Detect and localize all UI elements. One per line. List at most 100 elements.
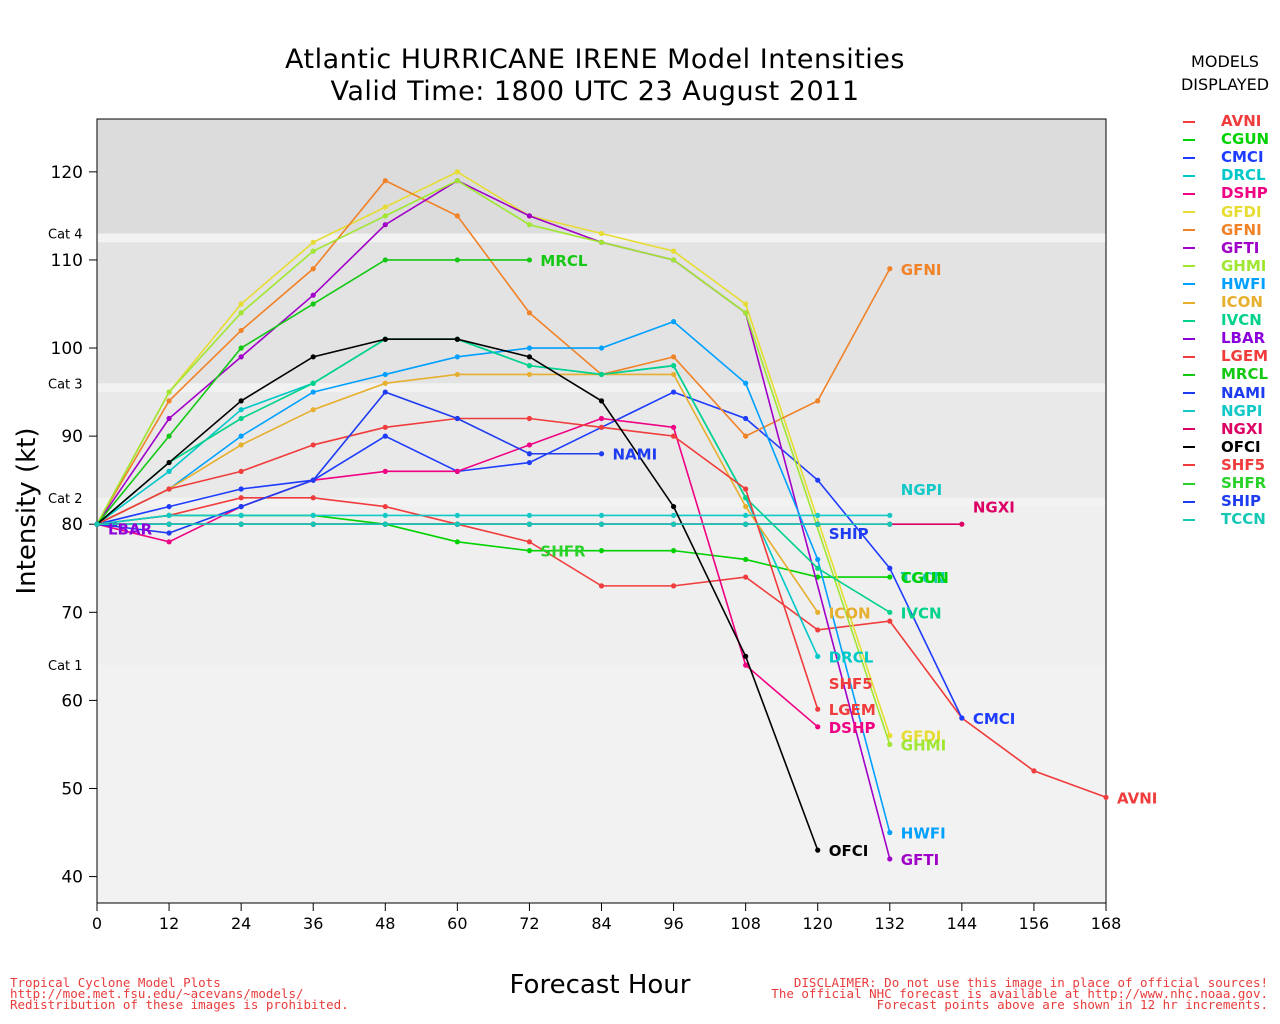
series-point-ngpi bbox=[526, 512, 533, 519]
series-point-ghmi bbox=[454, 178, 460, 184]
series-point-avni bbox=[382, 503, 388, 510]
legend-label: GFTI bbox=[1221, 238, 1260, 257]
series-point-tccn bbox=[94, 521, 100, 527]
footer-right-line: Forecast points above are shown in 12 hr… bbox=[876, 997, 1268, 1012]
legend-swatch bbox=[1183, 410, 1195, 413]
series-point-cmci bbox=[670, 389, 677, 395]
legend-swatch bbox=[1183, 265, 1195, 268]
legend-item-gfni: GFNI bbox=[1183, 221, 1262, 239]
legend-item-tccn: TCCN bbox=[1183, 510, 1266, 528]
series-point-lgem bbox=[815, 706, 821, 712]
series-point-icon bbox=[815, 609, 821, 615]
footer-left-line: http://moe.met.fsu.edu/~acevans/models/ bbox=[10, 986, 304, 1001]
legend-item-cgun: CGUN bbox=[1183, 130, 1269, 148]
series-point-nami bbox=[382, 389, 388, 395]
legend-item-gfti: GFTI bbox=[1183, 239, 1259, 257]
series-point-ivcn bbox=[815, 565, 821, 571]
series-point-ofci bbox=[454, 336, 460, 342]
series-point-icon bbox=[526, 371, 533, 378]
series-point-ivcn bbox=[670, 363, 677, 369]
x-tick-label: 108 bbox=[730, 914, 761, 933]
legend-label: IVCN bbox=[1221, 311, 1262, 330]
legend-label: MRCL bbox=[1221, 365, 1269, 384]
series-point-nami bbox=[166, 530, 172, 536]
series-point-gfdi bbox=[743, 301, 749, 307]
series-point-avni bbox=[1031, 768, 1037, 774]
legend-swatch bbox=[1183, 428, 1195, 431]
series-point-tccn bbox=[670, 521, 677, 527]
end-label-hwfi: HWFI bbox=[901, 825, 946, 843]
legend-label: SHF5 bbox=[1221, 455, 1266, 474]
end-label-ivcn: IVCN bbox=[901, 604, 942, 622]
series-point-cgun bbox=[887, 574, 893, 580]
legend-item-ngxi: NGXI bbox=[1183, 420, 1263, 438]
series-point-lgem bbox=[310, 442, 316, 448]
series-point-tccn bbox=[743, 521, 749, 527]
end-label-gfni: GFNI bbox=[901, 261, 942, 279]
series-point-ivcn bbox=[598, 371, 605, 378]
x-tick-label: 36 bbox=[303, 914, 323, 933]
legend-item-ghmi: GHMI bbox=[1183, 257, 1266, 275]
legend-item-avni: AVNI bbox=[1183, 112, 1261, 130]
series-point-ghmi bbox=[238, 310, 244, 316]
series-point-ngpi bbox=[238, 512, 244, 519]
series-point-ngpi bbox=[743, 512, 749, 519]
series-point-gfni bbox=[815, 398, 821, 404]
x-tick-label: 132 bbox=[875, 914, 906, 933]
series-point-hwfi bbox=[238, 433, 244, 439]
footer-left-line: Tropical Cyclone Model Plots bbox=[10, 975, 221, 990]
series-point-cmci bbox=[166, 503, 172, 510]
x-axis-label: Forecast Hour bbox=[509, 970, 691, 1000]
series-point-gfni bbox=[238, 327, 244, 334]
legend-swatch bbox=[1183, 355, 1195, 358]
series-point-hwfi bbox=[743, 380, 749, 386]
series-point-ngpi bbox=[670, 512, 677, 519]
series-point-ghmi bbox=[310, 248, 316, 254]
end-label-mrcl: MRCL bbox=[540, 252, 587, 270]
series-point-mrcl bbox=[454, 257, 460, 263]
series-point-ghmi bbox=[526, 222, 533, 228]
series-point-ghmi bbox=[670, 257, 677, 263]
series-point-mrcl bbox=[166, 433, 172, 439]
series-point-hwfi bbox=[454, 354, 460, 360]
x-tick-label: 156 bbox=[1019, 914, 1050, 933]
series-point-ivcn bbox=[887, 609, 893, 615]
legend-swatch bbox=[1183, 174, 1195, 177]
series-point-gfdi bbox=[382, 204, 388, 210]
series-point-avni bbox=[815, 627, 821, 633]
series-point-gfni bbox=[310, 266, 316, 272]
chart-title-line1: Atlantic HURRICANE IRENE Model Intensiti… bbox=[285, 44, 905, 75]
legend-swatch bbox=[1183, 229, 1195, 232]
series-point-mrcl bbox=[526, 257, 533, 263]
end-label-cgun: CGUN bbox=[901, 569, 949, 587]
legend-item-shfr: SHFR bbox=[1183, 474, 1266, 492]
series-point-ofci bbox=[166, 459, 172, 466]
series-point-icon bbox=[310, 407, 316, 413]
y-tick-label: 100 bbox=[51, 339, 83, 359]
y-tick-label: 120 bbox=[51, 163, 83, 183]
x-tick-label: 60 bbox=[447, 914, 467, 933]
y-tick-label: 70 bbox=[61, 603, 83, 623]
series-point-icon bbox=[382, 380, 388, 386]
end-label-ofci: OFCI bbox=[829, 842, 869, 860]
series-line-nami bbox=[96, 391, 602, 534]
x-tick-label: 48 bbox=[375, 914, 395, 933]
legend-item-gfdi: GFDI bbox=[1183, 203, 1262, 221]
series-point-avni bbox=[1103, 794, 1109, 800]
series-point-ofci bbox=[238, 398, 244, 404]
end-label-ngpi: NGPI bbox=[901, 481, 942, 499]
series-point-gfdi bbox=[598, 230, 605, 237]
footer-left-line: Redistribution of these images is prohib… bbox=[10, 997, 349, 1012]
series-point-drcl bbox=[238, 407, 244, 413]
series-point-ofci bbox=[743, 653, 749, 659]
y-tick-label: 40 bbox=[61, 868, 83, 888]
end-label-dshp: DSHP bbox=[829, 719, 876, 737]
series-point-tccn bbox=[815, 521, 821, 527]
series-point-cmci bbox=[959, 715, 965, 721]
legend-swatch bbox=[1183, 392, 1195, 394]
series-point-dshp bbox=[815, 724, 821, 730]
legend-swatch bbox=[1183, 156, 1195, 159]
series-point-gfti bbox=[238, 354, 244, 360]
x-tick-label: 120 bbox=[802, 914, 833, 933]
legend-label: DSHP bbox=[1221, 184, 1268, 203]
